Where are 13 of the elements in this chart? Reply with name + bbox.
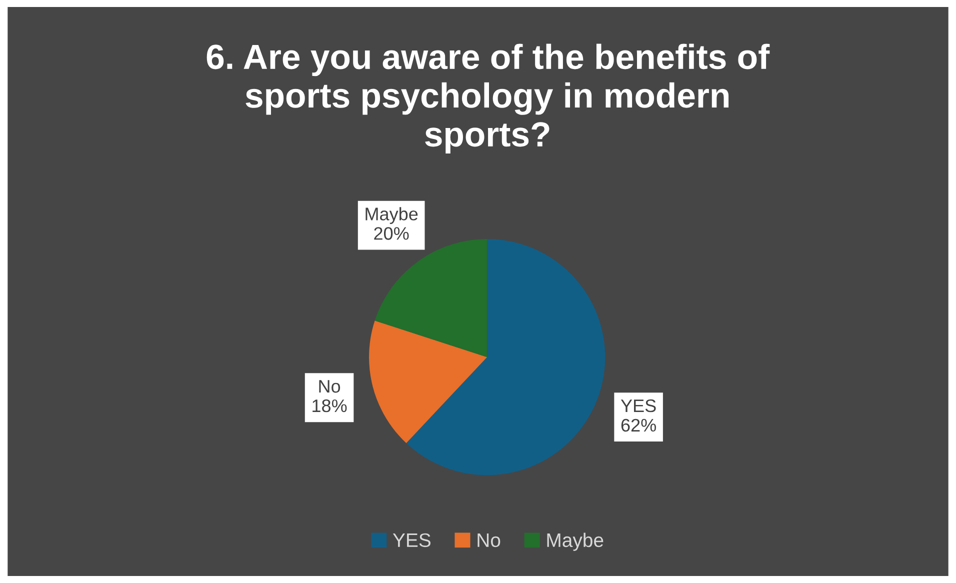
data-label: 20%: [374, 227, 409, 240]
legend-label: Maybe: [547, 532, 604, 551]
slice-label: Maybe: [366, 207, 418, 224]
pie-slice: [369, 320, 488, 444]
legend-label: YES: [392, 533, 430, 548]
chart-title: 6. Are you aware of the benefits of sports psychology in modern sports?: [206, 44, 770, 154]
legend-label: No: [478, 534, 500, 548]
pie-slice: [374, 239, 488, 358]
data-label: 18%: [312, 399, 347, 412]
slice-label: No: [319, 380, 340, 393]
pie-slice: [406, 239, 606, 476]
slice-label: YES: [620, 399, 656, 412]
data-label: 62%: [621, 418, 656, 432]
